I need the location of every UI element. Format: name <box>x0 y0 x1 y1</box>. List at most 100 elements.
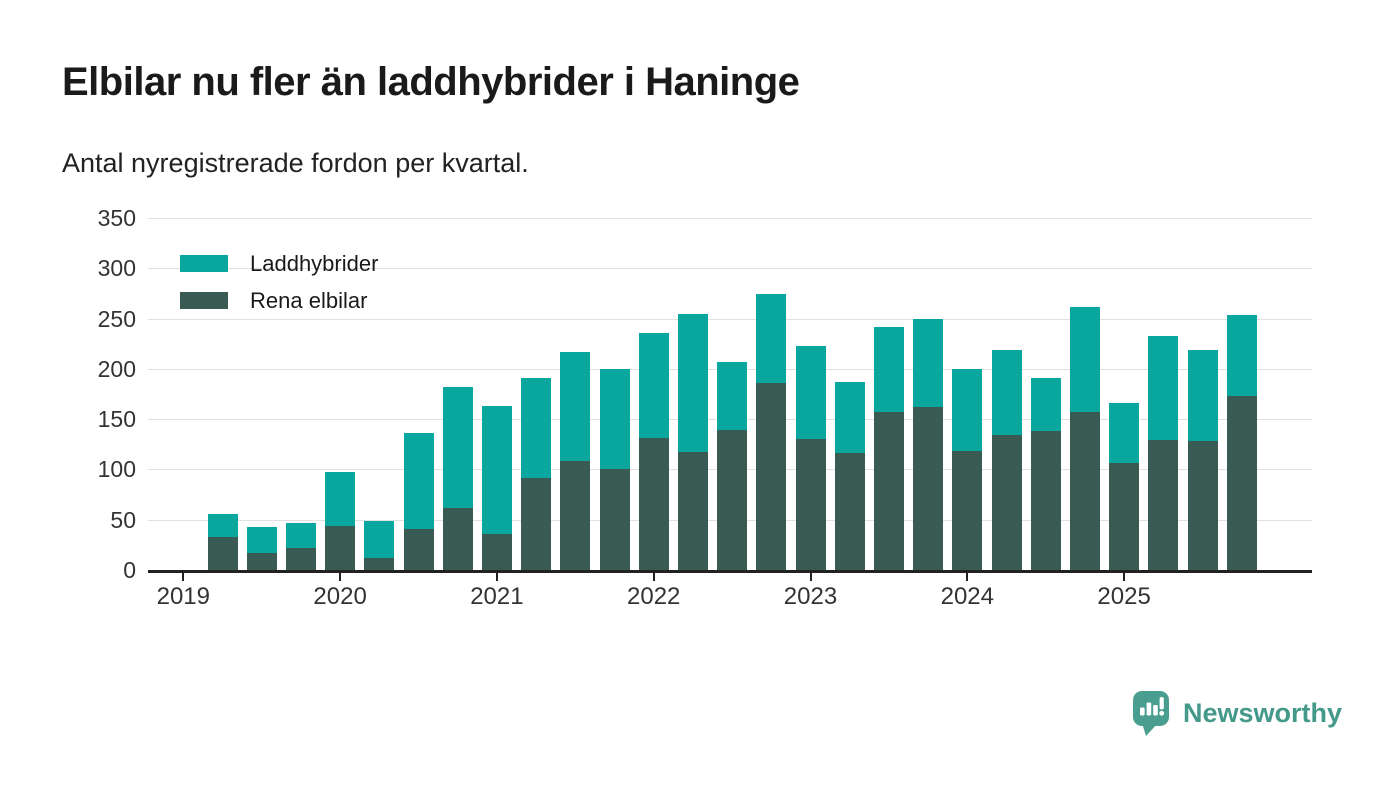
bar-segment-laddhybrider <box>1187 349 1218 442</box>
bar-segment-rena-elbilar <box>873 412 904 570</box>
bar-segment-rena-elbilar <box>638 438 669 570</box>
bar-segment-laddhybrider <box>873 326 904 413</box>
bar-segment-laddhybrider <box>403 433 434 529</box>
bar-2020-q4 <box>442 386 473 570</box>
x-tick-label-2019: 2019 <box>156 583 210 610</box>
bar-segment-rena-elbilar <box>756 382 787 570</box>
x-axis-line <box>148 570 1312 573</box>
bar-segment-laddhybrider <box>521 377 552 479</box>
bar-2020-q3 <box>403 433 434 570</box>
x-tick-label-2022: 2022 <box>626 583 681 610</box>
y-tick-label-250: 250 <box>97 305 136 332</box>
x-tick-mark-2022 <box>652 573 655 581</box>
bar-segment-rena-elbilar <box>1187 441 1218 570</box>
bar-segment-laddhybrider <box>246 526 277 553</box>
bar-segment-laddhybrider <box>952 368 983 452</box>
bar-segment-laddhybrider <box>913 318 944 408</box>
x-tick-label-2023: 2023 <box>783 583 838 610</box>
bar-segment-rena-elbilar <box>1148 440 1179 570</box>
legend-swatch-rena-elbilar <box>180 292 228 309</box>
gridline-350 <box>148 218 1312 219</box>
bar-segment-rena-elbilar <box>913 407 944 570</box>
bar-2021-q2 <box>521 377 552 570</box>
bar-2023-q2 <box>834 381 865 570</box>
bar-2022-q2 <box>677 313 708 570</box>
newsworthy-logo: Newsworthy <box>1132 690 1342 737</box>
bar-2022-q1 <box>638 332 669 570</box>
bar-segment-laddhybrider <box>325 472 356 526</box>
bar-segment-rena-elbilar <box>521 478 552 570</box>
x-tick-label-2021: 2021 <box>470 583 524 610</box>
bar-segment-rena-elbilar <box>246 552 277 570</box>
bar-2025-q2 <box>1148 335 1179 570</box>
bar-segment-laddhybrider <box>207 513 238 537</box>
x-tick-mark-2024 <box>966 573 969 581</box>
chart-subtitle: Antal nyregistrerade fordon per kvartal. <box>62 148 529 178</box>
bar-segment-rena-elbilar <box>364 557 395 570</box>
legend-item-laddhybrider: Laddhybrider <box>180 245 378 282</box>
legend-swatch-laddhybrider <box>180 255 228 272</box>
y-tick-label-0: 0 <box>123 557 136 583</box>
bar-2025-q1 <box>1109 403 1140 570</box>
bar-segment-rena-elbilar <box>952 451 983 570</box>
bar-segment-rena-elbilar <box>599 469 630 570</box>
bar-segment-rena-elbilar <box>285 547 316 570</box>
bar-2022-q4 <box>756 294 787 570</box>
bar-2025-q3 <box>1187 349 1218 570</box>
bar-segment-rena-elbilar <box>834 453 865 570</box>
bar-2023-q1 <box>795 345 826 570</box>
bar-segment-laddhybrider <box>756 294 787 383</box>
bar-2021-q3 <box>560 351 591 570</box>
gridline-250 <box>148 318 1312 320</box>
x-axis: 2019 2020 2021 2022 2023 2024 2025 <box>148 573 1312 618</box>
bar-segment-laddhybrider <box>599 368 630 470</box>
bar-segment-laddhybrider <box>1069 306 1100 413</box>
bar-segment-laddhybrider <box>285 522 316 548</box>
bar-2021-q4 <box>599 368 630 570</box>
y-tick-label-350: 350 <box>97 205 136 231</box>
x-tick-mark-2023 <box>809 573 812 581</box>
x-tick-label-2020: 2020 <box>313 583 367 610</box>
bar-segment-laddhybrider <box>677 313 708 453</box>
bar-2021-q1 <box>481 406 512 570</box>
bar-2020-q1 <box>325 472 356 570</box>
x-tick-mark-2025 <box>1123 573 1126 581</box>
bar-2022-q3 <box>717 361 748 570</box>
bar-segment-rena-elbilar <box>795 439 826 570</box>
bar-segment-rena-elbilar <box>560 461 591 570</box>
bar-segment-laddhybrider <box>481 406 512 534</box>
bar-2025-q4 <box>1226 314 1257 570</box>
y-tick-label-100: 100 <box>97 456 136 483</box>
bar-segment-rena-elbilar <box>207 536 238 570</box>
bar-segment-laddhybrider <box>638 332 669 439</box>
y-tick-label-150: 150 <box>97 406 136 433</box>
bar-2019-q3 <box>246 526 277 570</box>
x-tick-mark-2020 <box>339 573 342 581</box>
x-tick-label-2025: 2025 <box>1097 583 1151 610</box>
legend-item-rena-elbilar: Rena elbilar <box>180 282 378 319</box>
newsworthy-wordmark: Newsworthy <box>1183 698 1343 728</box>
x-tick-mark-2019 <box>182 573 185 581</box>
y-tick-label-50: 50 <box>110 506 136 533</box>
bar-2024-q4 <box>1069 306 1100 570</box>
bar-2024-q1 <box>952 368 983 570</box>
bar-segment-laddhybrider <box>1030 377 1061 432</box>
bar-segment-rena-elbilar <box>1226 396 1257 570</box>
bar-segment-laddhybrider <box>717 361 748 431</box>
plot-area <box>148 218 1312 570</box>
bar-segment-laddhybrider <box>1148 335 1179 441</box>
bar-segment-laddhybrider <box>991 349 1022 436</box>
legend-label-laddhybrider: Laddhybrider <box>250 250 379 276</box>
bar-2024-q2 <box>991 349 1022 570</box>
bar-segment-rena-elbilar <box>1069 412 1100 570</box>
bar-segment-laddhybrider <box>795 345 826 440</box>
bar-segment-rena-elbilar <box>442 507 473 570</box>
bar-segment-laddhybrider <box>1226 314 1257 397</box>
bar-segment-rena-elbilar <box>481 533 512 570</box>
bar-segment-rena-elbilar <box>677 452 708 570</box>
y-axis: 0 50 100 150 200 250 300 350 <box>0 205 136 583</box>
bar-2019-q4 <box>285 522 316 570</box>
newsworthy-bubble-icon <box>1133 691 1169 736</box>
x-tick-label-2024: 2024 <box>940 583 994 610</box>
